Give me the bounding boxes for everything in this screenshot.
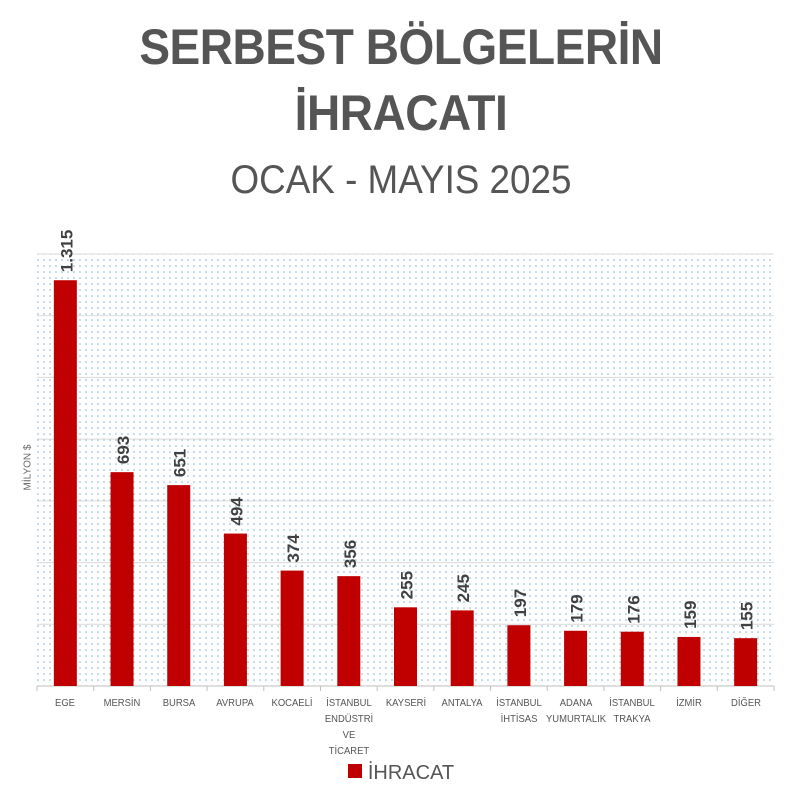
data-label: 245 [454,574,473,602]
data-label: 374 [284,534,303,563]
y-axis-label: MİLYON $ [22,444,34,491]
bar [110,472,134,686]
x-tick-label: ADANA YUMURTALIK [545,697,606,725]
data-label: 255 [398,571,417,599]
x-tick-label: İSTANBUL İHTİSAS [496,697,542,725]
data-label: 159 [681,601,700,629]
bar [53,280,77,686]
bar [394,607,417,686]
bar [280,570,304,686]
data-label: 155 [738,602,757,630]
chart-subtitle: OCAK - MAYIS 2025 [230,158,572,202]
data-label: 197 [511,589,530,617]
bar [337,576,361,686]
legend: İHRACAT [0,762,802,785]
data-label: 1.315 [57,230,76,273]
x-tick-label: İZMİR [676,697,702,709]
bar [223,533,247,686]
bar [450,610,474,686]
x-tick-label: ANTALYA [441,697,483,709]
bar [734,638,758,686]
bar [167,485,191,686]
data-label: 494 [227,497,246,526]
data-label: 651 [171,449,190,477]
x-tick-label: BURSA [162,697,196,709]
bar [677,636,701,686]
chart-title-line1: SERBEST BÖLGELERİN [139,19,663,75]
bar [620,631,644,686]
legend-label: İHRACAT [367,762,455,784]
bar [564,630,588,686]
x-tick-label: KAYSERİ [385,697,426,709]
bar [507,625,531,686]
x-tick-label: DİĞER [730,697,761,709]
data-label: 179 [568,594,587,622]
x-tick-label: EGE [55,697,76,709]
x-tick-label: AVRUPA [216,697,255,709]
chart-title-line2: İHRACATI [294,85,508,141]
x-tick-label: KOCAELİ [271,697,313,709]
x-tick-label: MERSİN [103,697,141,709]
legend-swatch [347,764,362,778]
data-label: 176 [624,595,643,623]
data-label: 693 [114,436,133,464]
x-tick-label: İSTANBUL TRAKYA [609,697,656,725]
data-label: 356 [341,540,360,568]
x-tick-label: İSTANBUL ENDÜSTRİ VE TİCARET [324,697,373,757]
